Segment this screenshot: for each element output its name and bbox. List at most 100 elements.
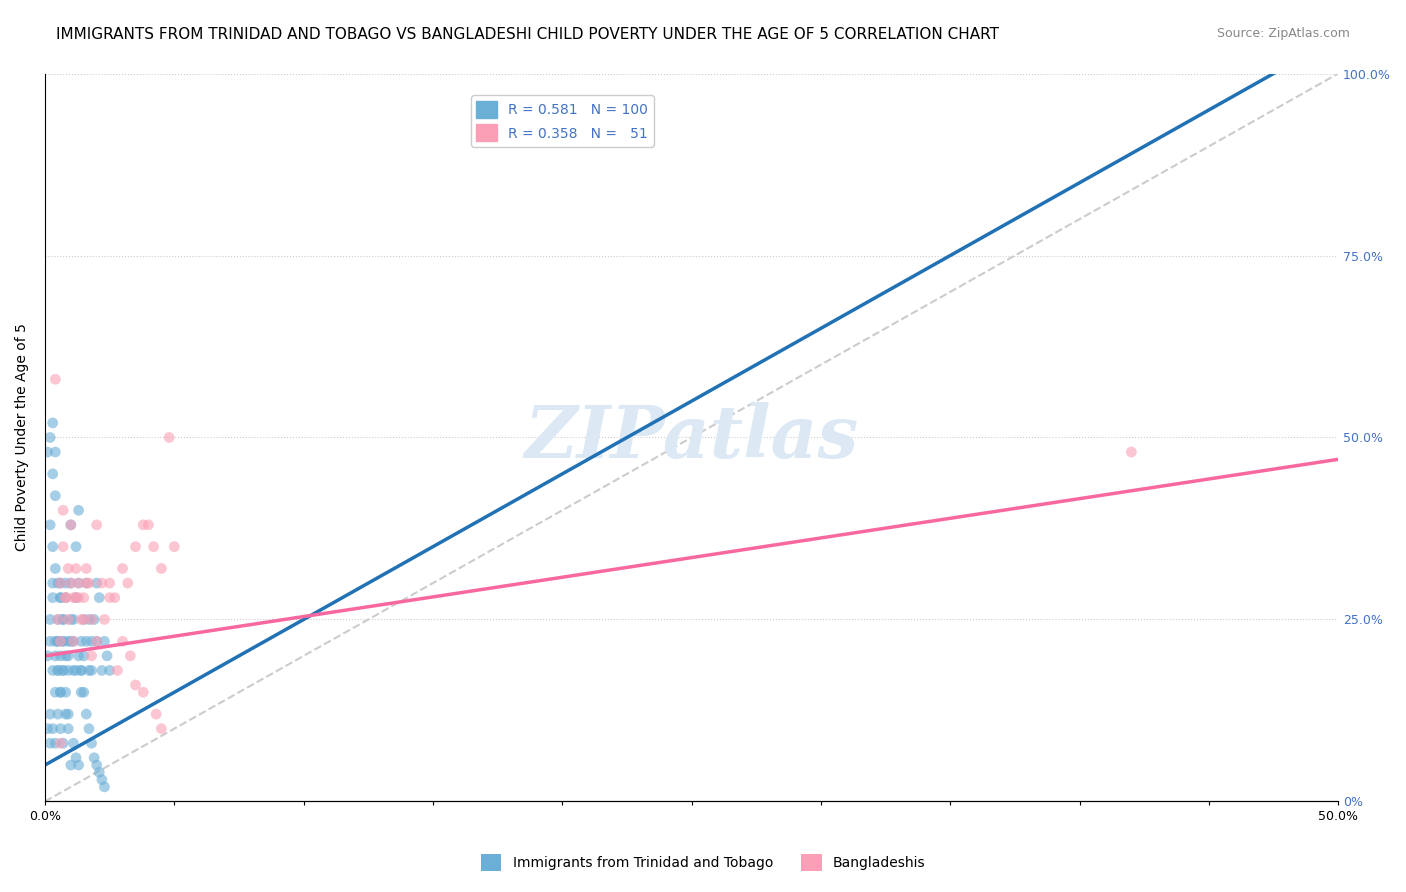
Point bbox=[67, 758, 90, 772]
Point bbox=[52, 503, 75, 517]
Point bbox=[49, 634, 72, 648]
Point bbox=[52, 634, 75, 648]
Point bbox=[62, 612, 84, 626]
Point bbox=[59, 634, 82, 648]
Point bbox=[150, 561, 173, 575]
Point bbox=[73, 591, 96, 605]
Point bbox=[117, 576, 139, 591]
Point bbox=[39, 517, 62, 532]
Point bbox=[39, 736, 62, 750]
Point bbox=[65, 591, 87, 605]
Point bbox=[80, 612, 103, 626]
Point bbox=[55, 707, 77, 722]
Point bbox=[90, 772, 112, 787]
Point bbox=[73, 685, 96, 699]
Point bbox=[62, 664, 84, 678]
Point bbox=[80, 634, 103, 648]
Point bbox=[52, 612, 75, 626]
Point bbox=[49, 648, 72, 663]
Point bbox=[55, 591, 77, 605]
Point bbox=[83, 751, 105, 765]
Point bbox=[93, 634, 115, 648]
Point bbox=[163, 540, 186, 554]
Point bbox=[55, 576, 77, 591]
Point bbox=[42, 664, 65, 678]
Point bbox=[44, 372, 66, 386]
Point bbox=[59, 612, 82, 626]
Point bbox=[49, 591, 72, 605]
Point bbox=[59, 576, 82, 591]
Point bbox=[46, 664, 69, 678]
Point bbox=[44, 736, 66, 750]
Point bbox=[111, 561, 134, 575]
Point bbox=[62, 736, 84, 750]
Point bbox=[55, 685, 77, 699]
Point bbox=[75, 634, 97, 648]
Point bbox=[52, 540, 75, 554]
Point bbox=[37, 722, 59, 736]
Point bbox=[124, 540, 146, 554]
Point bbox=[49, 576, 72, 591]
Point bbox=[46, 576, 69, 591]
Point bbox=[52, 664, 75, 678]
Point bbox=[70, 685, 93, 699]
Point bbox=[39, 430, 62, 444]
Point bbox=[58, 612, 80, 626]
Point bbox=[37, 445, 59, 459]
Point bbox=[44, 489, 66, 503]
Point bbox=[42, 591, 65, 605]
Point bbox=[55, 591, 77, 605]
Point bbox=[59, 517, 82, 532]
Point bbox=[157, 430, 180, 444]
Point bbox=[44, 445, 66, 459]
Point bbox=[77, 722, 100, 736]
Point bbox=[67, 576, 90, 591]
Point bbox=[44, 648, 66, 663]
Y-axis label: Child Poverty Under the Age of 5: Child Poverty Under the Age of 5 bbox=[15, 324, 30, 551]
Point bbox=[55, 591, 77, 605]
Point bbox=[98, 576, 121, 591]
Point bbox=[46, 612, 69, 626]
Point bbox=[46, 634, 69, 648]
Point bbox=[58, 634, 80, 648]
Point bbox=[77, 664, 100, 678]
Point bbox=[96, 648, 118, 663]
Point bbox=[58, 722, 80, 736]
Point bbox=[65, 540, 87, 554]
Point bbox=[58, 707, 80, 722]
Point bbox=[90, 664, 112, 678]
Point bbox=[77, 576, 100, 591]
Point bbox=[142, 540, 165, 554]
Point bbox=[98, 591, 121, 605]
Point bbox=[86, 758, 108, 772]
Point bbox=[77, 612, 100, 626]
Point bbox=[70, 664, 93, 678]
Point bbox=[145, 707, 167, 722]
Point bbox=[42, 576, 65, 591]
Point bbox=[44, 685, 66, 699]
Point bbox=[46, 664, 69, 678]
Point bbox=[86, 634, 108, 648]
Point bbox=[150, 722, 173, 736]
Point bbox=[98, 664, 121, 678]
Legend: R = 0.581   N = 100, R = 0.358   N =   51: R = 0.581 N = 100, R = 0.358 N = 51 bbox=[471, 95, 654, 147]
Point bbox=[73, 612, 96, 626]
Point bbox=[90, 576, 112, 591]
Text: IMMIGRANTS FROM TRINIDAD AND TOBAGO VS BANGLADESHI CHILD POVERTY UNDER THE AGE O: IMMIGRANTS FROM TRINIDAD AND TOBAGO VS B… bbox=[56, 27, 1000, 42]
Point bbox=[62, 634, 84, 648]
Point bbox=[89, 591, 111, 605]
Point bbox=[104, 591, 127, 605]
Point bbox=[70, 664, 93, 678]
Point bbox=[65, 751, 87, 765]
Point bbox=[58, 561, 80, 575]
Point bbox=[49, 591, 72, 605]
Point bbox=[132, 517, 155, 532]
Point bbox=[75, 576, 97, 591]
Point bbox=[52, 664, 75, 678]
Point bbox=[80, 664, 103, 678]
Point bbox=[49, 722, 72, 736]
Point bbox=[58, 664, 80, 678]
Point bbox=[49, 576, 72, 591]
Point bbox=[59, 758, 82, 772]
Point bbox=[52, 612, 75, 626]
